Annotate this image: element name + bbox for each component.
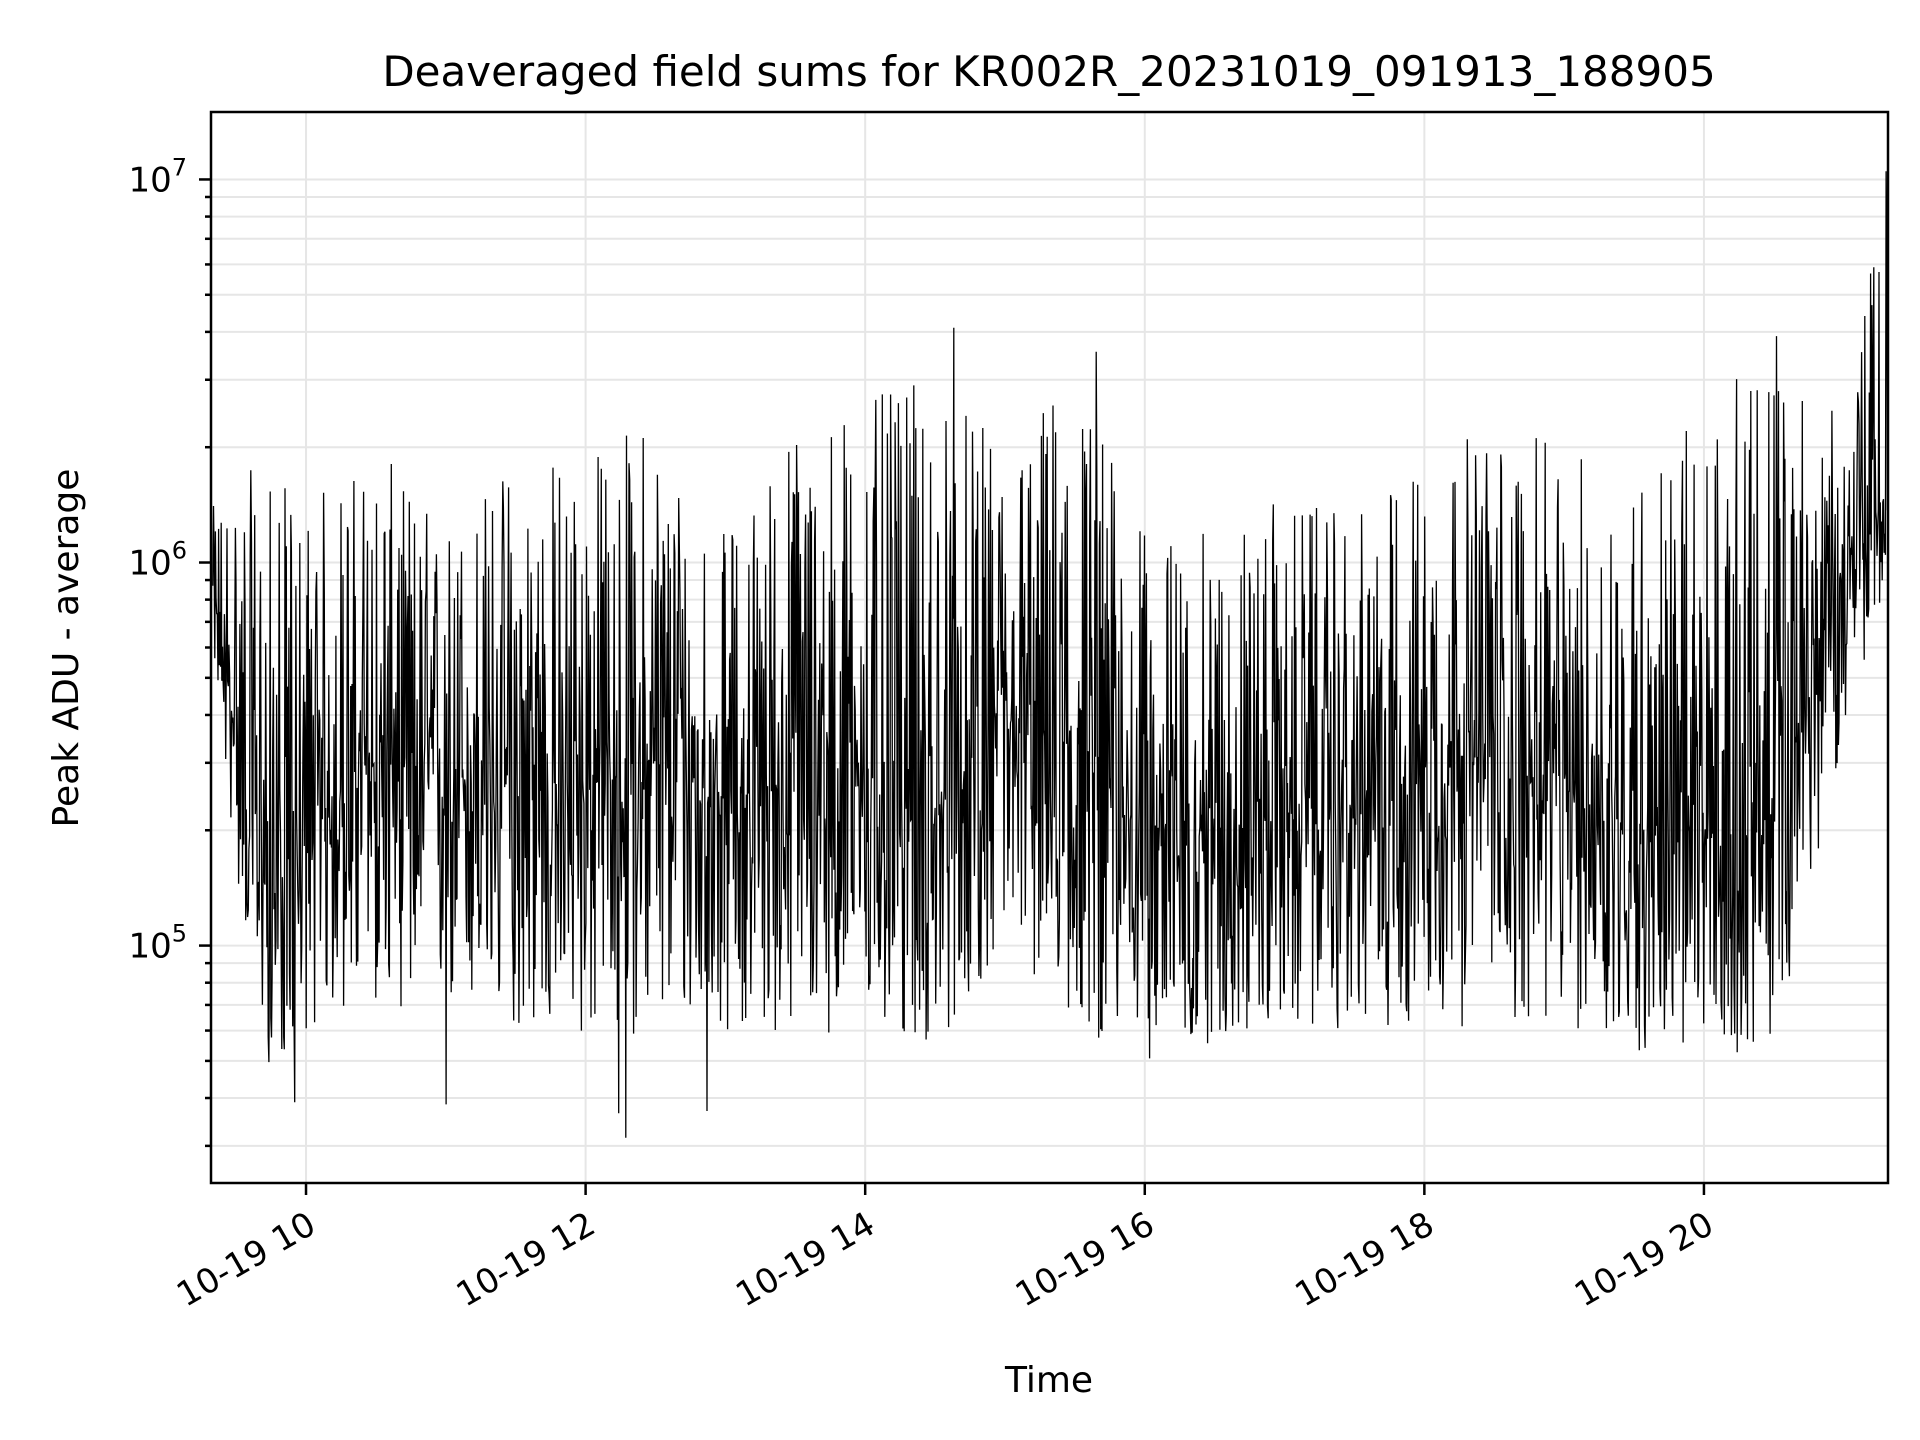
x-tick-label: 10-19 12 xyxy=(450,1204,602,1315)
series-line xyxy=(212,171,1889,1138)
chart-title: Deaveraged field sums for KR002R_2023101… xyxy=(382,47,1715,96)
x-tick-label: 10-19 14 xyxy=(729,1204,881,1315)
data-series xyxy=(212,171,1889,1138)
x-tick-label: 10-19 20 xyxy=(1568,1204,1720,1315)
y-tick-label: 107 xyxy=(128,153,187,200)
y-axis-label: Peak ADU - average xyxy=(46,469,87,828)
y-tick-label: 106 xyxy=(128,537,187,584)
x-tick-label: 10-19 16 xyxy=(1009,1204,1161,1315)
y-tick-label: 105 xyxy=(128,920,187,967)
x-tick-label: 10-19 10 xyxy=(170,1204,322,1315)
x-axis-label: Time xyxy=(1004,1360,1093,1401)
x-tick-label: 10-19 18 xyxy=(1288,1204,1440,1315)
